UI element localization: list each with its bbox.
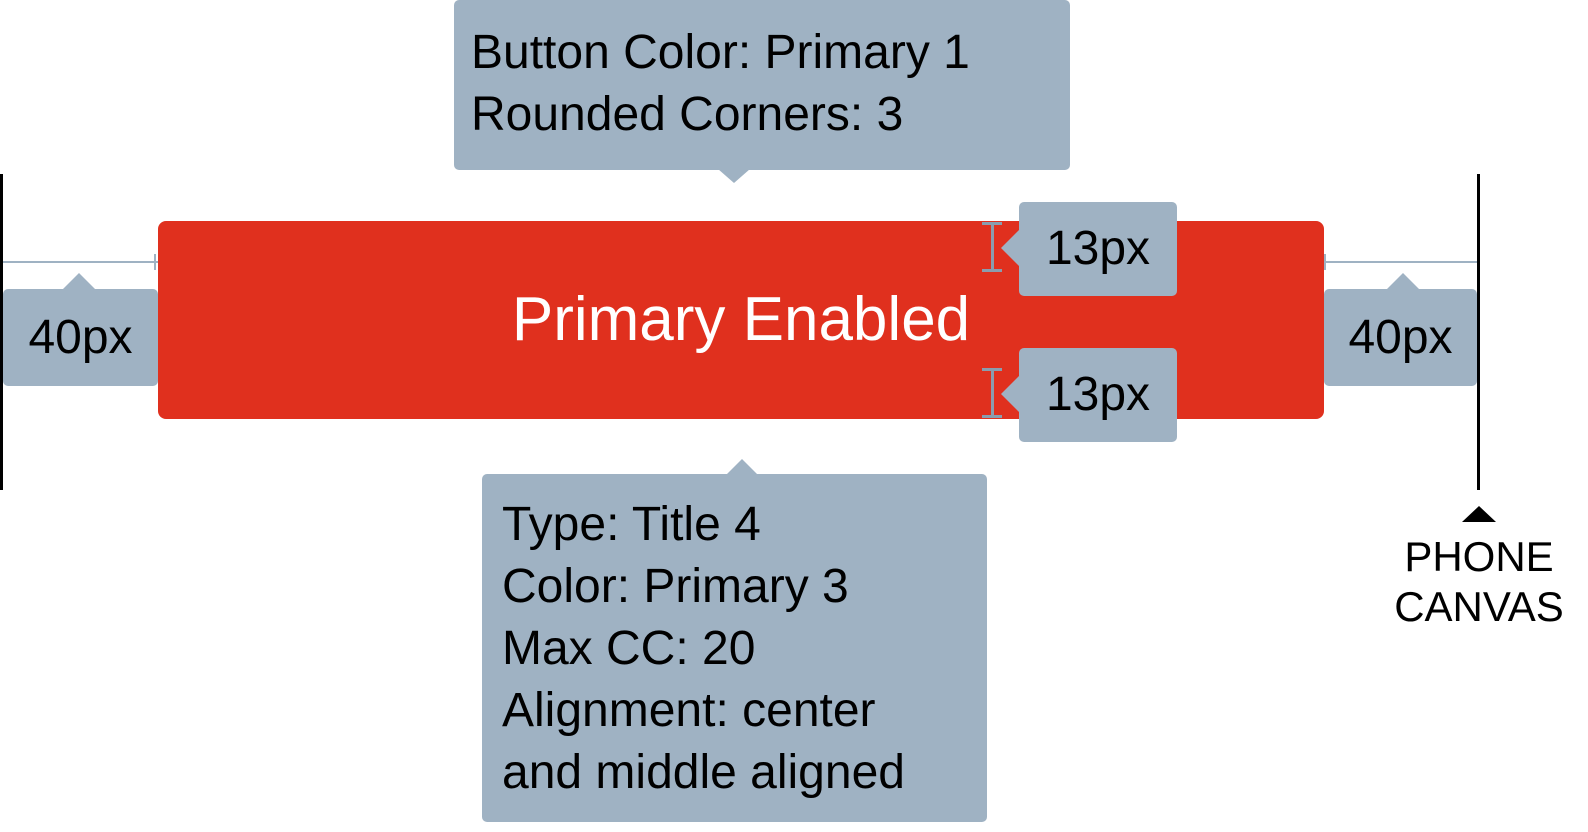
- top-padding-label: 13px: [1045, 222, 1151, 275]
- rounded-corners-spec: Rounded Corners: 3: [471, 88, 904, 141]
- left-margin-line: [3, 261, 158, 263]
- top-padding-pointer: [1001, 230, 1019, 266]
- alignment-spec: Alignment: center: [502, 684, 876, 737]
- right-margin-line: [1324, 261, 1477, 263]
- phone-canvas-pointer: [1462, 506, 1496, 522]
- phone-canvas-label: PHONE CANVAS: [1374, 532, 1584, 632]
- top-padding-marker: [982, 222, 1002, 272]
- phone-canvas-line-1: PHONE: [1404, 533, 1554, 580]
- right-canvas-edge: [1477, 174, 1480, 490]
- text-color-spec: Color: Primary 3: [502, 560, 849, 613]
- max-cc-spec: Max CC: 20: [502, 622, 756, 675]
- top-padding-callout: 13px: [1019, 202, 1177, 296]
- bottom-padding-pointer: [1001, 376, 1019, 412]
- alignment-spec-continued: and middle aligned: [502, 746, 905, 799]
- right-margin-callout: 40px: [1324, 289, 1477, 386]
- left-margin-tick: [154, 254, 156, 270]
- left-margin-pointer: [63, 273, 95, 289]
- left-canvas-edge: [0, 174, 3, 490]
- text-spec-callout: Type: Title 4 Color: Primary 3 Max CC: 2…: [482, 474, 987, 822]
- button-color-spec: Button Color: Primary 1: [471, 26, 970, 79]
- phone-canvas-line-2: CANVAS: [1394, 583, 1564, 630]
- button-spec-callout: Button Color: Primary 1 Rounded Corners:…: [454, 0, 1070, 170]
- button-spec-pointer: [718, 169, 750, 183]
- left-margin-label: 40px: [28, 311, 133, 364]
- right-margin-pointer: [1387, 273, 1419, 289]
- bottom-padding-label: 13px: [1045, 368, 1151, 421]
- right-margin-label: 40px: [1348, 311, 1453, 364]
- bottom-padding-marker: [982, 368, 1002, 418]
- left-margin-callout: 40px: [3, 289, 158, 386]
- type-spec: Type: Title 4: [502, 498, 761, 551]
- bottom-padding-callout: 13px: [1019, 348, 1177, 442]
- right-margin-tick: [1324, 254, 1326, 270]
- text-spec-pointer: [726, 459, 758, 475]
